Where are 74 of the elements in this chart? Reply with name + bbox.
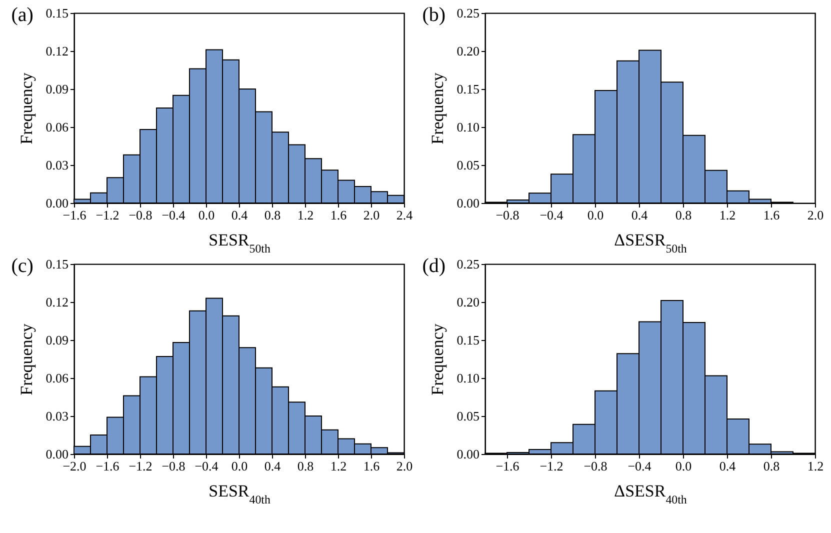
x-tick-label: −1.6 (496, 458, 520, 474)
x-tick-label: −0.4 (540, 208, 564, 222)
x-tick-label: 2.0 (363, 208, 380, 222)
chart-title: (d) (422, 255, 446, 277)
chart-title: (a) (11, 4, 34, 26)
x-tick-label: 0.4 (231, 208, 248, 222)
y-axis-title: Frequency (16, 72, 36, 144)
x-tick-label: −0.8 (128, 208, 152, 222)
y-tick-label: 0.15 (46, 6, 68, 20)
x-tick-label: −1.6 (62, 208, 87, 222)
chart-title: (c) (11, 255, 34, 277)
x-tick-label: 1.2 (297, 208, 314, 222)
x-tick-label: −0.4 (628, 458, 652, 474)
x-tick-label: 1.2 (330, 458, 347, 474)
x-tick-label: −1.2 (96, 208, 120, 222)
x-tick-label: 0.4 (264, 458, 282, 474)
x-axis-title: ΔSESR$_{50th}$ (614, 230, 687, 256)
y-tick-label: 0.03 (46, 408, 68, 424)
y-tick-label: 0.09 (46, 332, 68, 348)
y-tick-label: 0.00 (456, 196, 480, 210)
y-tick-label: 0.12 (46, 44, 68, 58)
y-tick-label: 0.12 (46, 294, 68, 310)
x-tick-label: 2.0 (807, 208, 824, 222)
x-tick-label: 0.4 (631, 208, 648, 222)
x-tick-label: −2.0 (62, 458, 86, 474)
y-tick-label: 0.15 (456, 82, 480, 96)
x-tick-label: 0.4 (719, 458, 736, 474)
x-tick-label: 0.8 (763, 458, 780, 474)
x-axis-title: SESR$_{50th}$ (208, 230, 270, 256)
y-tick-label: 0.09 (46, 82, 68, 96)
x-tick-label: 0.0 (675, 458, 692, 474)
y-tick-label: 0.06 (46, 370, 69, 386)
x-tick-label: −0.8 (496, 208, 520, 222)
y-tick-label: 0.15 (46, 256, 68, 272)
x-tick-label: 0.8 (264, 208, 281, 222)
x-tick-label: −0.4 (194, 458, 219, 474)
y-tick-label: 0.25 (456, 256, 480, 272)
y-axis-title: Frequency (428, 323, 447, 396)
x-axis-title: SESR$_{40th}$ (208, 482, 270, 506)
x-tick-label: 1.2 (719, 208, 736, 222)
y-tick-label: 0.10 (456, 120, 480, 134)
x-tick-label: 0.0 (231, 458, 248, 474)
x-tick-label: −0.8 (584, 458, 608, 474)
x-tick-label: 1.6 (363, 458, 380, 474)
y-tick-label: 0.00 (456, 446, 480, 462)
x-tick-label: −0.8 (162, 458, 186, 474)
y-axis-title: Frequency (428, 72, 447, 144)
y-tick-label: 0.05 (456, 408, 480, 424)
y-tick-label: 0.06 (46, 120, 69, 134)
x-axis-title: ΔSESR$_{40th}$ (614, 482, 687, 506)
x-tick-label: −1.2 (128, 458, 152, 474)
y-tick-label: 0.00 (46, 446, 68, 462)
y-tick-label: 0.20 (456, 44, 480, 58)
x-tick-label: 0.0 (587, 208, 604, 222)
x-tick-label: 1.6 (330, 208, 348, 222)
x-tick-label: 0.8 (297, 458, 314, 474)
x-tick-label: 1.6 (763, 208, 780, 222)
y-tick-label: 0.05 (456, 158, 480, 172)
x-tick-label: 0.8 (675, 208, 692, 222)
y-tick-label: 0.00 (46, 196, 68, 210)
x-tick-label: −0.4 (162, 208, 186, 222)
y-tick-label: 0.10 (456, 370, 480, 386)
x-tick-label: 1.2 (807, 458, 824, 474)
x-tick-label: 2.4 (396, 208, 414, 222)
x-tick-label: −1.6 (96, 458, 120, 474)
chart-title: (b) (422, 4, 446, 26)
y-tick-label: 0.03 (46, 158, 68, 172)
y-tick-label: 0.25 (456, 6, 480, 20)
x-tick-label: −1.2 (540, 458, 564, 474)
x-tick-label: 2.0 (396, 458, 413, 474)
y-tick-label: 0.20 (456, 294, 480, 310)
x-tick-label: 0.0 (198, 208, 215, 222)
y-axis-title: Frequency (16, 323, 36, 396)
y-tick-label: 0.15 (456, 332, 480, 348)
